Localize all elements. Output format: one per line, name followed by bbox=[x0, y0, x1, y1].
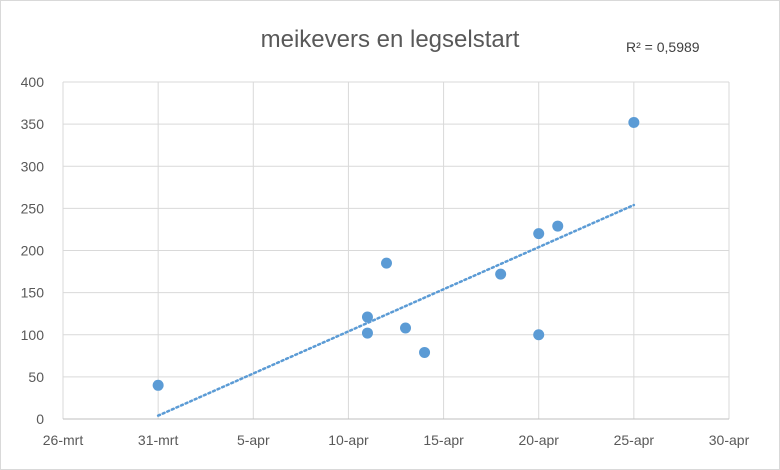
trendline bbox=[156, 203, 636, 417]
y-tick-label: 300 bbox=[21, 158, 45, 174]
x-tick-label: 31-mrt bbox=[138, 432, 179, 448]
data-point bbox=[380, 257, 392, 269]
data-point bbox=[495, 268, 507, 280]
y-tick-label: 400 bbox=[21, 74, 45, 90]
x-tick-label: 15-apr bbox=[423, 432, 464, 448]
y-tick-label: 150 bbox=[21, 285, 45, 301]
r-squared-label: R² = 0,5989 bbox=[626, 39, 700, 55]
x-tick-label: 5-apr bbox=[237, 432, 270, 448]
y-tick-label: 100 bbox=[21, 327, 45, 343]
data-point bbox=[552, 220, 564, 232]
data-point bbox=[533, 228, 545, 240]
trendline-layer bbox=[156, 203, 636, 417]
axis-layer: 0 50 100 150 200 250 300 350 400 26-mrt 31-mrt 5-ap… bbox=[21, 74, 750, 448]
data-point bbox=[361, 327, 373, 339]
x-tick-label: 20-apr bbox=[518, 432, 559, 448]
y-tick-label: 50 bbox=[28, 369, 44, 385]
data-point bbox=[400, 322, 412, 334]
y-tick-label: 250 bbox=[21, 200, 45, 216]
x-tick-label: 25-apr bbox=[614, 432, 655, 448]
y-tick-label: 200 bbox=[21, 243, 45, 259]
y-tick-label: 0 bbox=[36, 411, 44, 427]
data-point bbox=[419, 346, 431, 358]
data-point bbox=[533, 329, 545, 341]
grid-layer bbox=[62, 81, 730, 419]
chart-title: meikevers en legselstart bbox=[261, 26, 520, 53]
data-point bbox=[361, 311, 373, 323]
x-tick-label: 26-mrt bbox=[43, 432, 84, 448]
data-point bbox=[628, 116, 640, 128]
y-tick-label: 350 bbox=[21, 116, 45, 132]
points-layer bbox=[152, 116, 640, 391]
data-point bbox=[152, 379, 164, 391]
x-tick-label: 30-apr bbox=[709, 432, 750, 448]
x-tick-label: 10-apr bbox=[328, 432, 369, 448]
